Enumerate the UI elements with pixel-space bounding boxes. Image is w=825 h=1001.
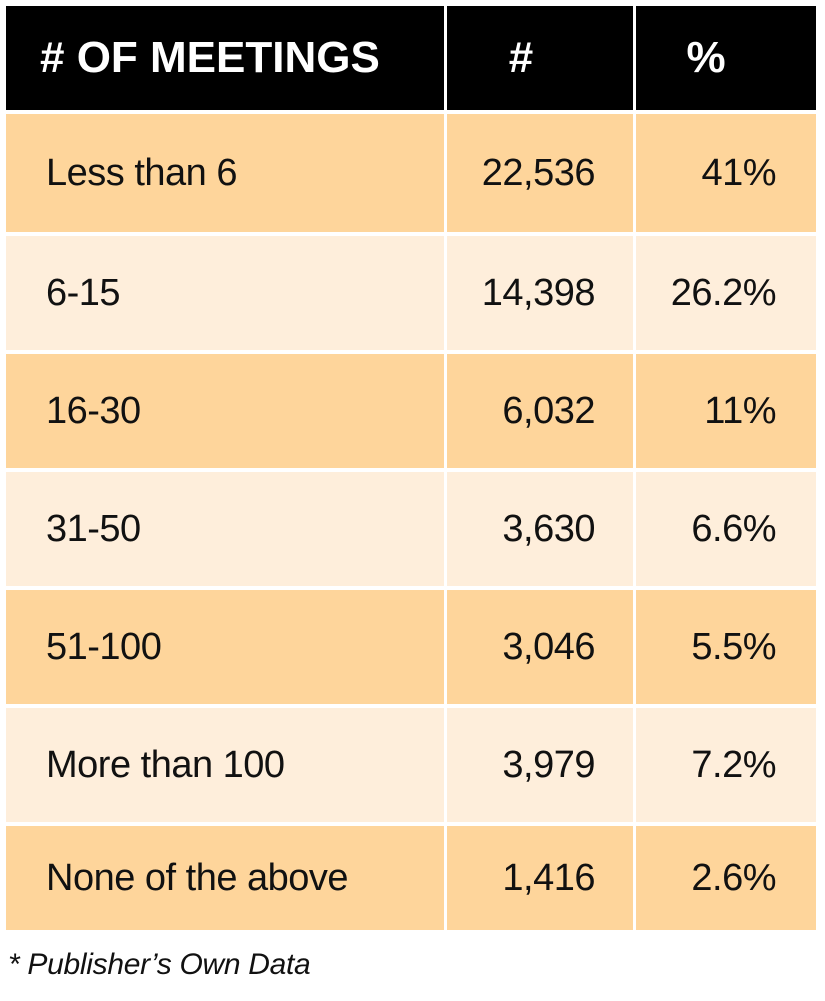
row-percent: 26.2% — [636, 236, 816, 350]
row-label: More than 100 — [6, 708, 444, 822]
row-count: 3,979 — [447, 708, 633, 822]
row-count: 22,536 — [447, 114, 633, 232]
header-count: # — [447, 6, 633, 110]
meetings-table: # OF MEETINGS # % Less than 6 22,536 41%… — [6, 6, 816, 930]
row-percent: 5.5% — [636, 590, 816, 704]
row-count: 14,398 — [447, 236, 633, 350]
row-label: None of the above — [6, 826, 444, 930]
row-label: Less than 6 — [6, 114, 444, 232]
row-percent: 2.6% — [636, 826, 816, 930]
header-meetings: # OF MEETINGS — [6, 6, 444, 110]
row-count: 3,046 — [447, 590, 633, 704]
row-count: 1,416 — [447, 826, 633, 930]
row-percent: 41% — [636, 114, 816, 232]
footnote: * Publisher’s Own Data — [8, 948, 311, 981]
header-percent: % — [636, 6, 816, 110]
row-label: 16-30 — [6, 354, 444, 468]
row-label: 6-15 — [6, 236, 444, 350]
row-percent: 7.2% — [636, 708, 816, 822]
row-label: 31-50 — [6, 472, 444, 586]
row-label: 51-100 — [6, 590, 444, 704]
row-percent: 11% — [636, 354, 816, 468]
row-percent: 6.6% — [636, 472, 816, 586]
row-count: 3,630 — [447, 472, 633, 586]
row-count: 6,032 — [447, 354, 633, 468]
